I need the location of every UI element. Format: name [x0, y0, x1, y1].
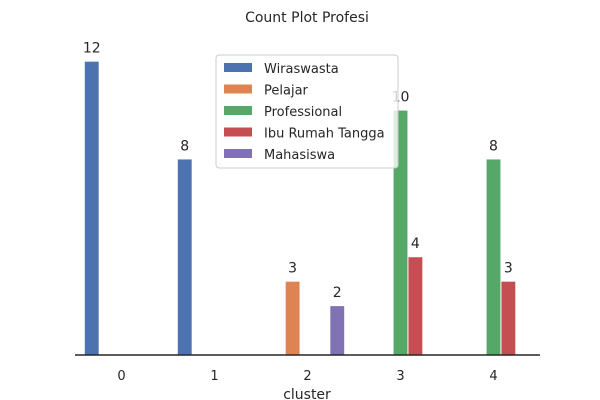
bar-wiraswasta-cluster-1	[177, 159, 192, 355]
bar-wiraswasta-cluster-0	[84, 61, 99, 356]
legend-label-ibu-rumah-tangga: Ibu Rumah Tangga	[264, 127, 385, 142]
bars-group	[84, 61, 516, 356]
bar-value-label: 2	[333, 285, 342, 301]
legend-frame	[215, 54, 399, 169]
x-tick-label: 2	[303, 369, 311, 384]
bar-ibu-rumah-tangga-cluster-4	[501, 281, 516, 355]
x-tick-labels: 0 1 2 3 4	[117, 369, 497, 384]
bar-mahasiswa-cluster-2	[330, 306, 345, 355]
legend: Wiraswasta Pelajar Professional Ibu Rumah T…	[215, 54, 399, 169]
bar-value-label: 3	[504, 261, 513, 277]
bar-value-label: 3	[288, 261, 297, 277]
legend-label-mahasiswa: Mahasiswa	[264, 148, 335, 163]
legend-swatch-pelajar	[224, 84, 252, 94]
legend-swatch-professional	[224, 106, 252, 115]
x-tick-label: 0	[117, 369, 125, 384]
x-tick-label: 3	[396, 369, 404, 384]
x-axis-label: cluster	[283, 387, 331, 400]
bar-value-label: 12	[83, 41, 101, 57]
chart-title: Count Plot Profesi	[245, 10, 369, 26]
legend-swatch-ibu-rumah-tangga	[224, 127, 252, 137]
legend-swatch-wiraswasta	[224, 63, 252, 72]
bar-professional-cluster-4	[486, 159, 501, 355]
x-tick-label: 4	[489, 369, 497, 384]
bar-value-label: 8	[180, 138, 189, 154]
bar-value-label: 8	[489, 138, 498, 154]
bar-professional-cluster-3	[393, 110, 408, 355]
legend-label-pelajar: Pelajar	[264, 84, 309, 99]
legend-swatch-mahasiswa	[224, 149, 252, 158]
bar-ibu-rumah-tangga-cluster-3	[408, 257, 423, 355]
x-tick-label: 1	[210, 369, 218, 384]
bar-value-label: 4	[411, 236, 420, 252]
legend-label-professional: Professional	[264, 105, 342, 120]
bar-pelajar-cluster-2	[285, 281, 300, 355]
legend-label-wiraswasta: Wiraswasta	[264, 62, 339, 77]
